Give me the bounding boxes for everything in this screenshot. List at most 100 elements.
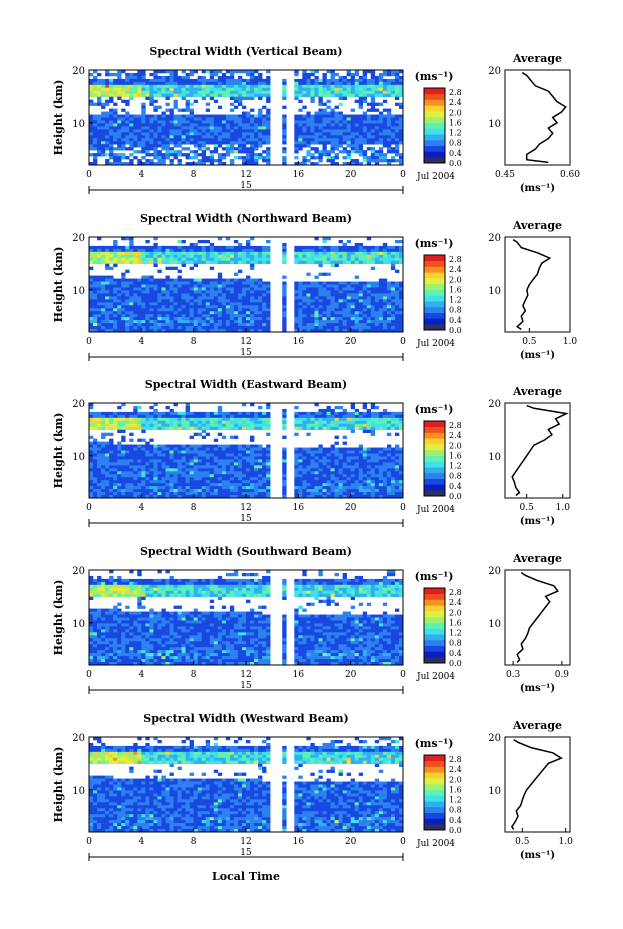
- heatmap-cell: [101, 278, 106, 282]
- heatmap-cell: [137, 453, 142, 457]
- heatmap-cell: [173, 266, 178, 270]
- heatmap-cell: [157, 93, 162, 98]
- heatmap-cell: [149, 305, 154, 309]
- heatmap-cell: [394, 70, 400, 74]
- heatmap-cell: [330, 108, 335, 112]
- heatmap-cell: [366, 471, 372, 475]
- heatmap-cell: [181, 141, 186, 145]
- heatmap-cell: [322, 72, 327, 77]
- heatmap-cell: [330, 114, 335, 118]
- heatmap-cell: [374, 87, 380, 92]
- heatmap-cell: [225, 311, 231, 315]
- heatmap-cell: [205, 314, 211, 318]
- heatmap-cell: [394, 450, 400, 454]
- heatmap-cell: [105, 141, 110, 145]
- heatmap-cell: [258, 468, 263, 472]
- heatmap-cell: [109, 414, 114, 419]
- heatmap-cell: [105, 263, 110, 267]
- heatmap-cell: [246, 290, 251, 294]
- heatmap-cell: [149, 162, 154, 166]
- heatmap-cell: [173, 245, 178, 250]
- heatmap-cell: [282, 245, 287, 250]
- heatmap-cell: [129, 237, 134, 241]
- heatmap-cell: [282, 96, 287, 100]
- heatmap-cell: [254, 245, 259, 250]
- heatmap-cell: [201, 135, 207, 139]
- heatmap-cell: [213, 99, 219, 103]
- heatmap-cell: [282, 453, 287, 457]
- heatmap-cell: [173, 257, 178, 262]
- heatmap-cell: [254, 162, 259, 166]
- heatmap-cell: [109, 245, 114, 250]
- heatmap-cell: [394, 426, 400, 431]
- heatmap-cell: [282, 471, 287, 475]
- heatmap-cell: [318, 284, 323, 288]
- heatmap-cell: [282, 417, 287, 422]
- heatmap-cell: [358, 468, 364, 472]
- heatmap-cell: [314, 296, 319, 300]
- heatmap-cell: [221, 147, 227, 151]
- heatmap-cell: [93, 314, 98, 318]
- heatmap-cell: [105, 72, 110, 77]
- y-tick-label: 10: [72, 286, 85, 297]
- heatmap-cell: [342, 132, 347, 136]
- heatmap-cell: [101, 450, 106, 454]
- heatmap-cell: [157, 287, 162, 291]
- heatmap-cell: [282, 423, 287, 428]
- heatmap-cell: [125, 93, 130, 98]
- heatmap-cell: [229, 96, 235, 100]
- colorbar-swatch: [424, 99, 445, 106]
- heatmap-cell: [153, 290, 158, 294]
- heatmap-cell: [149, 141, 154, 145]
- heatmap-cell: [97, 450, 102, 454]
- heatmap-cell: [322, 299, 327, 303]
- heatmap-cell: [161, 75, 166, 80]
- heatmap-cell: [398, 141, 404, 145]
- heatmap-cell: [386, 471, 392, 475]
- heatmap-cell: [141, 147, 146, 151]
- heatmap-cell: [262, 471, 267, 475]
- heatmap-cell: [350, 78, 355, 83]
- heatmap-cell: [189, 87, 194, 92]
- heatmap-cell: [213, 311, 219, 315]
- heatmap-cell: [125, 296, 130, 300]
- heatmap-cell: [394, 159, 400, 163]
- heatmap-cell: [334, 405, 339, 410]
- heatmap-cell: [233, 326, 239, 330]
- heatmap-cell: [169, 114, 174, 118]
- heatmap-cell: [205, 326, 211, 330]
- heatmap-cell: [137, 438, 142, 442]
- heatmap-cell: [137, 323, 142, 327]
- heatmap-cell: [354, 426, 360, 431]
- heatmap-cell: [378, 102, 384, 106]
- colorbar-tick-label: 0.0: [449, 326, 462, 335]
- heatmap-cell: [125, 278, 130, 282]
- heatmap-cell: [121, 447, 126, 451]
- heatmap-cell: [189, 251, 194, 256]
- heatmap-cell: [338, 290, 343, 294]
- heatmap-cell: [137, 257, 142, 262]
- heatmap-cell: [141, 141, 146, 145]
- heatmap-cell: [133, 462, 138, 466]
- heatmap-cell: [201, 70, 207, 74]
- heatmap-cell: [378, 126, 384, 130]
- heatmap-cell: [382, 84, 388, 89]
- heatmap-cell: [205, 114, 211, 118]
- heatmap-cell: [358, 459, 364, 463]
- heatmap-cell: [294, 411, 299, 416]
- heatmap-cell: [366, 423, 372, 428]
- heatmap-cell: [229, 147, 235, 151]
- heatmap-cell: [213, 453, 219, 457]
- heatmap-cell: [282, 447, 287, 451]
- heatmap-cell: [105, 138, 110, 142]
- heatmap-cell: [185, 257, 190, 262]
- heatmap-cell: [246, 245, 251, 250]
- heatmap-cell: [298, 462, 303, 466]
- heatmap-cell: [149, 465, 154, 469]
- heatmap-cell: [362, 450, 368, 454]
- heatmap-cell: [213, 278, 219, 282]
- heatmap-cell: [330, 296, 335, 300]
- heatmap-cell: [141, 414, 146, 419]
- heatmap-cell: [97, 78, 102, 83]
- heatmap-cell: [133, 251, 138, 256]
